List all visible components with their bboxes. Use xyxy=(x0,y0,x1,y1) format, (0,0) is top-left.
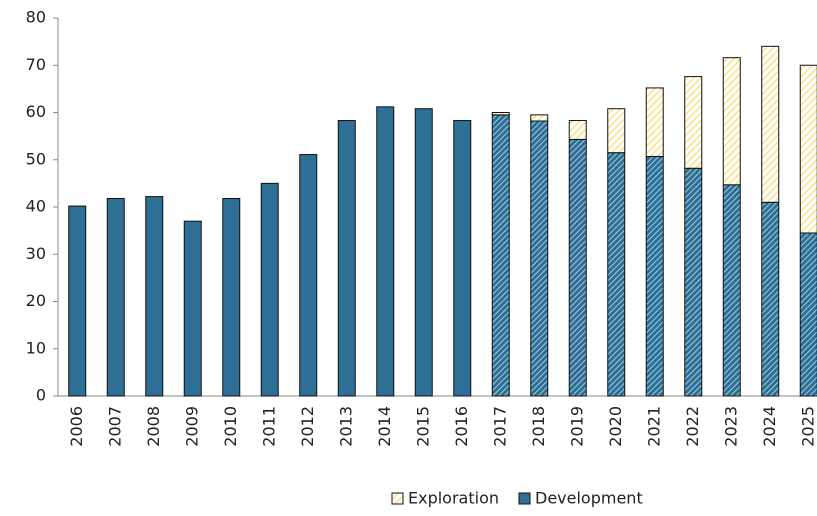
y-tick-label: 60 xyxy=(26,102,46,121)
bar-segment xyxy=(260,182,279,397)
bar-segment xyxy=(491,114,510,397)
x-tick-label: 2022 xyxy=(683,406,702,447)
bar-segment xyxy=(491,112,510,116)
x-tick-label: 2009 xyxy=(182,406,201,447)
bar-segment xyxy=(684,167,703,397)
bar-segment xyxy=(376,106,395,397)
bar-segment xyxy=(183,220,202,397)
y-tick-label: 80 xyxy=(26,8,46,27)
bar-segment xyxy=(414,108,433,397)
x-tick-label: 2020 xyxy=(606,406,625,447)
x-tick-label: 2008 xyxy=(144,406,163,447)
y-tick-label: 0 xyxy=(36,386,46,405)
x-tick-label: 2017 xyxy=(490,406,509,447)
y-tick-label: 70 xyxy=(26,55,46,74)
bar-segment xyxy=(684,76,703,169)
bar-segment xyxy=(568,138,587,397)
x-tick-label: 2007 xyxy=(105,406,124,447)
y-tick-label: 10 xyxy=(26,338,46,357)
y-tick-label: 40 xyxy=(26,197,46,216)
bar-segment xyxy=(607,108,626,154)
bar-segment xyxy=(568,120,587,140)
bar-segment xyxy=(607,152,626,397)
x-tick-label: 2019 xyxy=(567,406,586,447)
x-tick-label: 2012 xyxy=(298,406,317,447)
bar-segment xyxy=(453,120,472,397)
legend-label: Development xyxy=(535,489,643,508)
bar-segment xyxy=(337,120,356,397)
x-tick-label: 2014 xyxy=(375,406,394,447)
bar-segment xyxy=(145,196,164,397)
bar-segment xyxy=(299,154,318,397)
bar-segment xyxy=(645,87,664,157)
legend-swatch xyxy=(391,492,404,505)
legend-swatch xyxy=(518,492,531,505)
x-tick-label: 2013 xyxy=(336,406,355,447)
y-tick-label: 20 xyxy=(26,291,46,310)
x-tick-label: 2006 xyxy=(67,406,86,447)
bar-segment xyxy=(722,57,741,186)
y-tick-label: 50 xyxy=(26,149,46,168)
bar-segment xyxy=(761,201,780,397)
bar-segment xyxy=(530,120,549,397)
x-tick-label: 2018 xyxy=(529,406,548,447)
x-tick-label: 2010 xyxy=(221,406,240,447)
legend-label: Exploration xyxy=(408,489,499,508)
x-tick-label: 2016 xyxy=(452,406,471,447)
bar-segment xyxy=(799,232,817,397)
x-tick-label: 2021 xyxy=(644,406,663,447)
x-tick-label: 2024 xyxy=(760,406,779,447)
y-tick-label: 30 xyxy=(26,244,46,263)
bar-segment xyxy=(722,184,741,397)
x-tick-label: 2015 xyxy=(413,406,432,447)
bar-segment xyxy=(68,205,87,397)
bar-segment xyxy=(761,45,780,203)
x-tick-label: 2023 xyxy=(721,406,740,447)
bar-segment xyxy=(222,197,241,397)
bar-segment xyxy=(530,114,549,122)
bar-segment xyxy=(645,155,664,397)
bar-segment xyxy=(799,64,817,234)
bar-segment xyxy=(106,197,125,397)
x-tick-label: 2011 xyxy=(259,406,278,447)
x-tick-label: 2025 xyxy=(798,406,817,447)
